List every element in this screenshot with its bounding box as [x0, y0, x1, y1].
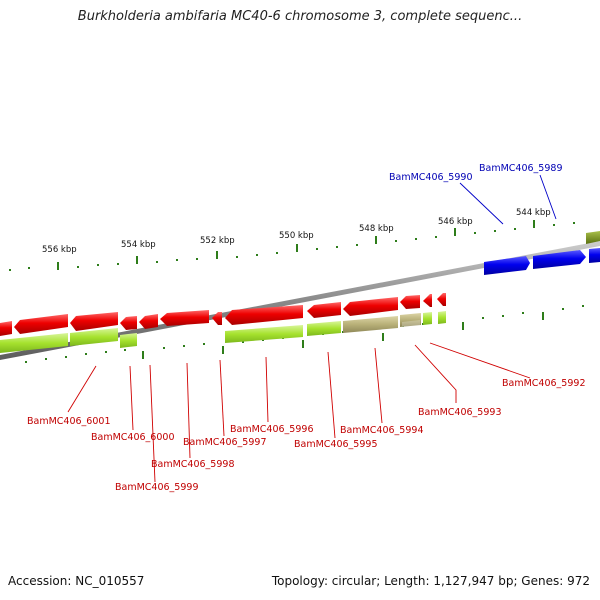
- gene-label-reverse[interactable]: BamMC406_5994: [340, 425, 423, 436]
- cds-arrow-reverse[interactable]: [160, 310, 209, 326]
- gene-label-reverse[interactable]: BamMC406_5993: [418, 407, 501, 418]
- gene-bar-forward[interactable]: [586, 231, 600, 244]
- gene-label-reverse[interactable]: BamMC406_5996: [230, 424, 313, 435]
- cds-arrow-reverse[interactable]: [437, 293, 446, 306]
- gene-bar[interactable]: [438, 311, 446, 324]
- gene-label-forward[interactable]: BamMC406_5990: [389, 172, 472, 183]
- cds-arrow-reverse[interactable]: [307, 302, 341, 318]
- cds-arrow-forward[interactable]: [589, 248, 600, 263]
- gene-track: [0, 311, 446, 353]
- accession-text: Accession: NC_010557: [8, 574, 145, 588]
- scale-tick-label: 550 kbp: [279, 231, 314, 241]
- gene-bar[interactable]: [402, 320, 420, 328]
- cds-arrow-reverse[interactable]: [225, 305, 303, 325]
- gene-bar[interactable]: [70, 328, 118, 346]
- cds-arrow-reverse[interactable]: [139, 314, 158, 329]
- cds-arrow-forward[interactable]: [533, 250, 586, 269]
- gene-label-reverse[interactable]: BamMC406_6000: [91, 432, 174, 443]
- gene-bar[interactable]: [120, 333, 137, 348]
- gene-label-reverse[interactable]: BamMC406_6001: [27, 416, 110, 427]
- gene-bar-alt[interactable]: [400, 313, 421, 327]
- cds-arrow-reverse[interactable]: [400, 295, 420, 309]
- cds-arrow-reverse[interactable]: [343, 297, 398, 316]
- gene-label-reverse[interactable]: BamMC406_5999: [115, 482, 198, 493]
- cds-arrow-reverse[interactable]: [14, 314, 68, 334]
- cds-arrow-reverse[interactable]: [423, 294, 432, 307]
- cds-arrow-forward[interactable]: [484, 256, 530, 275]
- gene-bar[interactable]: [225, 325, 303, 343]
- scale-tick-label: 544 kbp: [516, 208, 551, 218]
- gene-label-reverse[interactable]: BamMC406_5998: [151, 459, 234, 470]
- topology-text: Topology: circular; Length: 1,127,947 bp…: [271, 574, 590, 588]
- cds-arrow-reverse[interactable]: [70, 312, 118, 331]
- map-title: Burkholderia ambifaria MC40-6 chromosome…: [77, 9, 523, 24]
- gene-label-forward[interactable]: BamMC406_5989: [479, 163, 562, 174]
- leader-lines: [67, 174, 557, 483]
- outer-scale: 556 kbp 554 kbp 552 kbp 550 kbp 548 kbp …: [9, 208, 575, 271]
- gene-bar[interactable]: [0, 333, 68, 353]
- gene-label-reverse[interactable]: BamMC406_5992: [502, 378, 585, 389]
- scale-tick-label: 548 kbp: [359, 224, 394, 234]
- cds-arrow-reverse[interactable]: [0, 321, 12, 336]
- gene-label-reverse[interactable]: BamMC406_5997: [183, 437, 266, 448]
- gene-bar[interactable]: [307, 321, 341, 336]
- scale-tick-label: 552 kbp: [200, 236, 235, 246]
- forward-cds-track: [484, 231, 600, 275]
- scale-tick-label: 554 kbp: [121, 240, 156, 250]
- gene-bar[interactable]: [423, 312, 432, 325]
- scale-tick-label: 546 kbp: [438, 217, 473, 227]
- cds-arrow-reverse[interactable]: [120, 316, 137, 330]
- gene-label-reverse[interactable]: BamMC406_5995: [294, 439, 377, 450]
- cds-arrow-reverse[interactable]: [212, 312, 222, 325]
- scale-tick-label: 556 kbp: [42, 245, 77, 255]
- reverse-cds-track: [0, 293, 446, 336]
- gene-bar-alt[interactable]: [343, 316, 398, 333]
- chromosome-backbone: [0, 240, 600, 361]
